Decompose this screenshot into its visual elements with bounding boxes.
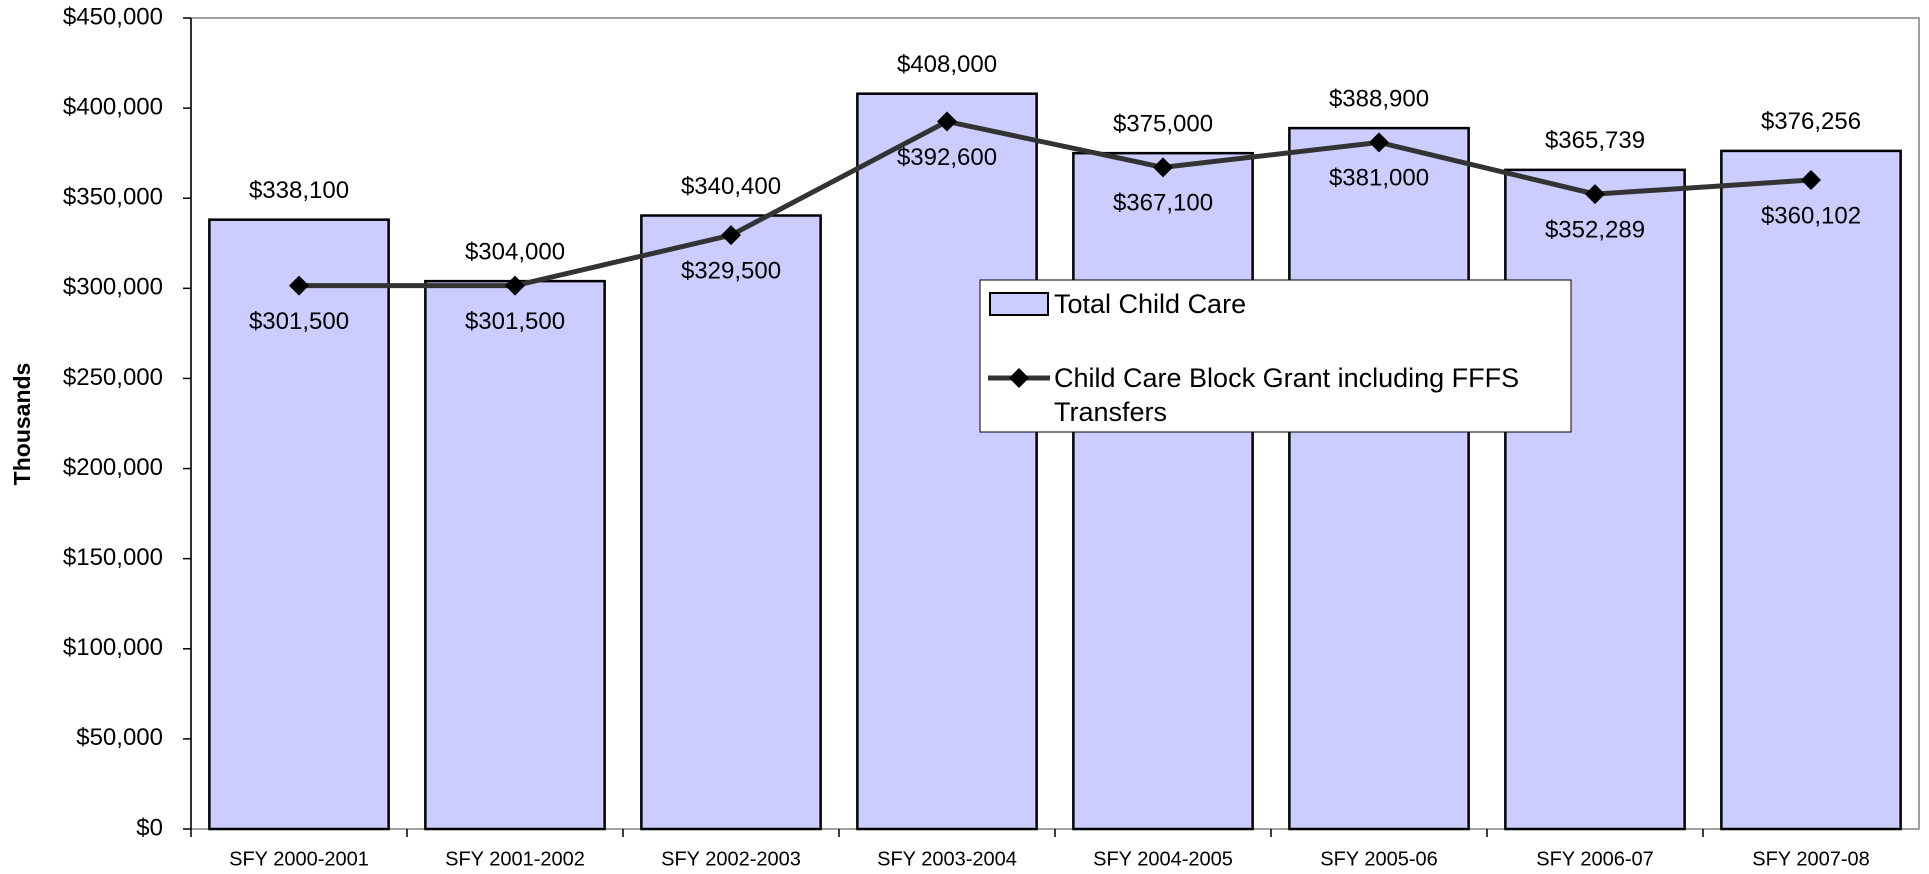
bar <box>856 92 1038 831</box>
y-tick-label: $250,000 <box>63 364 163 391</box>
x-tick-label: SFY 2005-06 <box>1320 848 1438 870</box>
marker <box>1585 184 1605 205</box>
y-tick-label: $350,000 <box>63 184 163 211</box>
y-tick-label: $0 <box>136 814 163 841</box>
bar <box>424 279 606 831</box>
data-label: $352,289 <box>1545 216 1645 243</box>
legend-label: Total Child Care <box>1054 289 1247 319</box>
bar <box>1288 126 1470 831</box>
data-label: $381,000 <box>1329 165 1429 192</box>
y-tick-label: $450,000 <box>63 3 163 30</box>
data-label: $367,100 <box>1113 190 1213 217</box>
data-label: $301,500 <box>249 308 349 335</box>
x-tick-label: SFY 2004-2005 <box>1093 848 1233 870</box>
legend-marker <box>1009 368 1029 388</box>
y-tick-label: $300,000 <box>63 274 163 301</box>
bar <box>208 218 390 831</box>
bar <box>640 214 822 831</box>
data-label: $301,500 <box>465 308 565 335</box>
x-tick-label: SFY 2003-2004 <box>877 848 1017 870</box>
data-label: $360,102 <box>1761 202 1861 229</box>
y-tick-label: $200,000 <box>63 454 163 481</box>
data-label: $329,500 <box>681 258 781 285</box>
bar <box>1504 168 1686 831</box>
x-tick-label: SFY 2007-08 <box>1752 848 1870 870</box>
data-label: $338,100 <box>249 177 349 204</box>
marker <box>1369 132 1389 153</box>
data-label: $376,256 <box>1761 108 1861 135</box>
data-label: $392,600 <box>897 144 997 171</box>
bar <box>1720 149 1902 831</box>
y-tick-label: $50,000 <box>76 724 163 751</box>
y-axis-label: Thousands <box>9 363 35 486</box>
marker <box>505 275 525 296</box>
x-tick-label: SFY 2001-2002 <box>445 848 585 870</box>
legend-swatch <box>989 292 1049 316</box>
y-tick-label: $400,000 <box>63 93 163 120</box>
y-tick-label: $100,000 <box>63 634 163 661</box>
legend-label: Child Care Block Grant including FFFS Tr… <box>1054 363 1520 427</box>
y-tick-label: $150,000 <box>63 544 163 571</box>
data-label: $375,000 <box>1113 111 1213 138</box>
data-label: $388,900 <box>1329 85 1429 112</box>
x-tick-label: SFY 2002-2003 <box>661 848 801 870</box>
marker <box>1801 170 1821 191</box>
marker <box>721 225 741 246</box>
marker <box>289 275 309 296</box>
x-tick-label: SFY 2006-07 <box>1536 848 1654 870</box>
bar <box>1072 151 1254 831</box>
marker <box>937 111 957 132</box>
line <box>299 118 1812 289</box>
data-label: $365,739 <box>1545 127 1645 154</box>
data-label: $340,400 <box>681 173 781 200</box>
x-tick-label: SFY 2000-2001 <box>229 848 369 870</box>
legend-frame <box>979 279 1572 433</box>
marker <box>1153 157 1173 178</box>
data-label: $304,000 <box>465 238 565 265</box>
data-label: $408,000 <box>897 51 997 78</box>
